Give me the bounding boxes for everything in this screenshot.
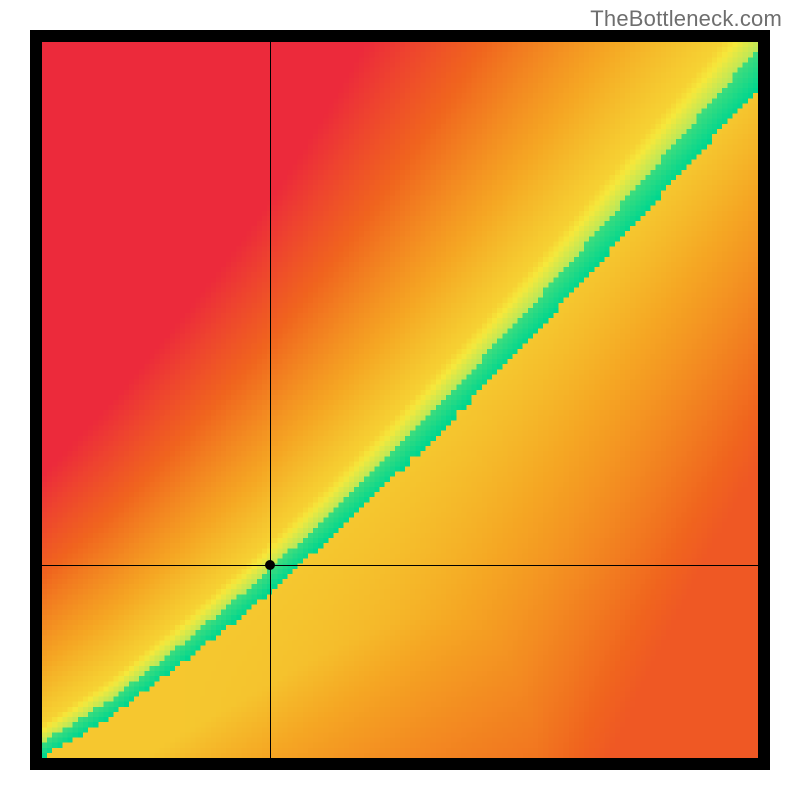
bottleneck-heatmap — [42, 42, 758, 758]
watermark-text: TheBottleneck.com — [590, 6, 782, 32]
crosshair-vertical — [270, 42, 271, 758]
selection-marker-dot — [265, 560, 275, 570]
plot-area — [42, 42, 758, 758]
crosshair-horizontal — [42, 565, 758, 566]
chart-frame — [30, 30, 770, 770]
